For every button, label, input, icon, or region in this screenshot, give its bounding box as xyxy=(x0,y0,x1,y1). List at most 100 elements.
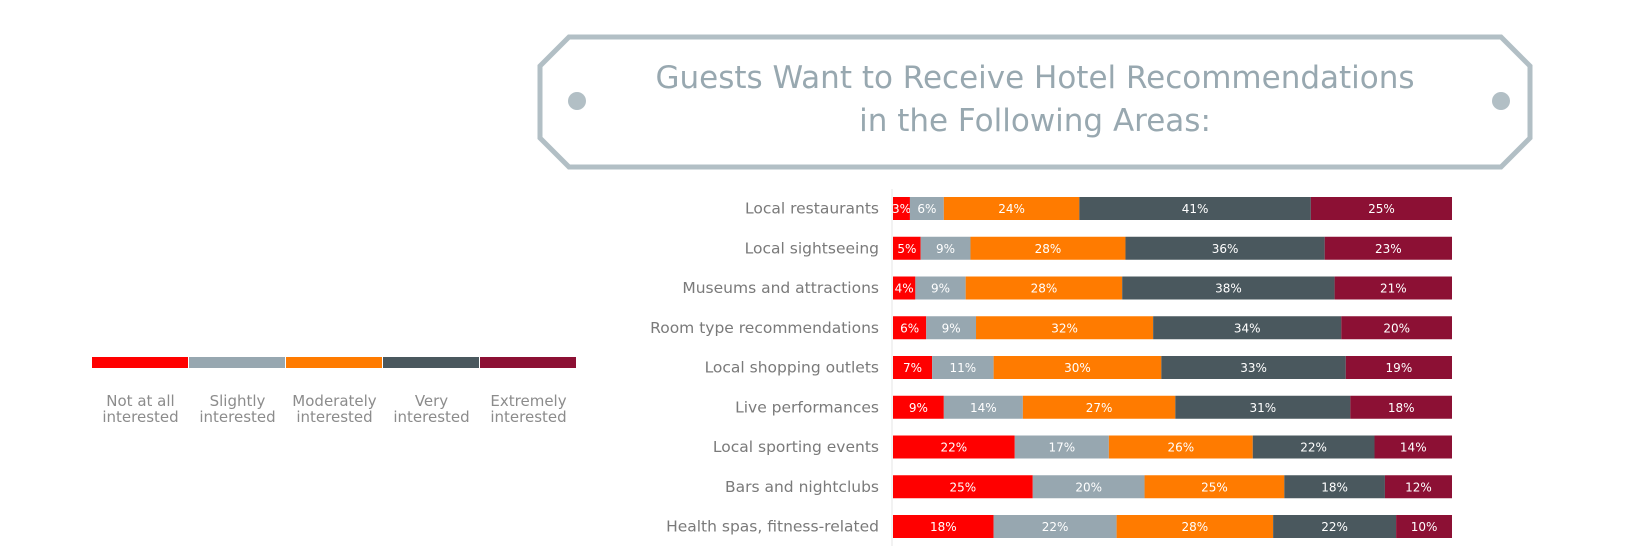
segment-value-label: 5% xyxy=(897,242,916,256)
category-label: Health spas, fitness-related xyxy=(666,518,879,536)
bar-segment xyxy=(1273,515,1397,538)
segment-value-label: 26% xyxy=(1167,441,1194,455)
segment-value-label: 25% xyxy=(950,480,977,494)
segment-value-label: 31% xyxy=(1250,401,1277,415)
bar-segment xyxy=(893,435,1015,459)
segment-value-label: 18% xyxy=(930,520,957,534)
legend-swatch xyxy=(480,357,576,368)
legend: Not at all interested Slightly interested … xyxy=(92,357,582,425)
bar-segment xyxy=(1252,435,1375,459)
segment-value-label: 7% xyxy=(903,361,922,375)
chart-title-line-2: in the Following Areas: xyxy=(859,103,1211,139)
title-frame xyxy=(537,34,1533,170)
segment-value-label: 11% xyxy=(950,361,977,375)
legend-item-slightly: Slightly interested xyxy=(189,357,286,425)
title-frame-right-dot xyxy=(1492,92,1510,110)
segment-value-label: 38% xyxy=(1215,282,1242,296)
category-label: Local restaurants xyxy=(745,200,879,218)
bar-segment xyxy=(1014,435,1109,459)
bar-segment xyxy=(1022,395,1176,419)
segment-value-label: 32% xyxy=(1051,321,1078,335)
segment-value-label: 20% xyxy=(1075,480,1102,494)
segment-value-label: 18% xyxy=(1388,401,1415,415)
bar-segment xyxy=(943,395,1023,419)
category-label: Live performances xyxy=(735,398,879,416)
segment-value-label: 25% xyxy=(1368,202,1395,216)
segment-value-label: 28% xyxy=(1182,520,1209,534)
segment-value-label: 9% xyxy=(942,321,961,335)
bar-segment xyxy=(893,515,994,538)
legend-label: Not at all interested xyxy=(102,392,179,426)
category-label: Local shopping outlets xyxy=(705,359,879,377)
bar-segment xyxy=(893,356,933,379)
legend-label: Moderately interested xyxy=(292,392,377,426)
segment-value-label: 24% xyxy=(998,202,1025,216)
legend-item-very: Very interested xyxy=(383,357,480,425)
bar-segment xyxy=(893,395,944,419)
bar-segment xyxy=(976,316,1154,340)
segment-value-label: 21% xyxy=(1380,282,1407,296)
bar-segment xyxy=(1161,356,1346,379)
legend-label: Very interested xyxy=(393,392,470,426)
segment-value-label: 19% xyxy=(1386,361,1413,375)
bar-segment xyxy=(893,475,1033,499)
bar-segment xyxy=(1079,197,1311,220)
bar-segment xyxy=(1175,395,1351,419)
bar-segment xyxy=(1153,316,1342,340)
bar-segment xyxy=(1032,475,1145,499)
segment-value-label: 22% xyxy=(1321,520,1348,534)
legend-label: Extremely interested xyxy=(490,392,567,426)
bar-segment xyxy=(893,316,927,340)
category-label: Local sightseeing xyxy=(745,239,879,257)
segment-value-label: 3% xyxy=(892,202,911,216)
category-label: Local sporting events xyxy=(713,438,879,456)
segment-value-label: 23% xyxy=(1375,242,1402,256)
segment-value-label: 6% xyxy=(917,202,936,216)
legend-swatch xyxy=(189,357,285,368)
bar-segment xyxy=(943,197,1080,220)
bar-segment xyxy=(1122,276,1335,300)
segment-value-label: 28% xyxy=(1035,242,1062,256)
legend-swatch xyxy=(383,357,479,368)
segment-value-label: 28% xyxy=(1031,282,1058,296)
bar-segment xyxy=(1144,475,1285,499)
segment-value-label: 4% xyxy=(895,282,914,296)
bar-segment xyxy=(893,276,916,300)
legend-item-not-at-all: Not at all interested xyxy=(92,357,189,425)
bar-segment xyxy=(1341,316,1452,340)
bar-segment xyxy=(1284,475,1385,499)
legend-item-moderately: Moderately interested xyxy=(286,357,383,425)
segment-value-label: 33% xyxy=(1240,361,1267,375)
segment-value-label: 17% xyxy=(1048,441,1075,455)
bar-segment xyxy=(1324,236,1452,260)
segment-value-label: 22% xyxy=(1042,520,1069,534)
segment-value-label: 41% xyxy=(1182,202,1209,216)
segment-value-label: 25% xyxy=(1201,480,1228,494)
segment-value-label: 36% xyxy=(1212,242,1239,256)
legend-label: Slightly interested xyxy=(199,392,276,426)
legend-swatch xyxy=(286,357,382,368)
bar-segment xyxy=(915,276,966,300)
bar-segment xyxy=(1350,395,1452,419)
segment-value-label: 9% xyxy=(909,401,928,415)
bar-segment xyxy=(1116,515,1274,538)
bar-segment xyxy=(965,276,1123,300)
segment-value-label: 6% xyxy=(900,321,919,335)
segment-value-label: 20% xyxy=(1383,321,1410,335)
segment-value-label: 12% xyxy=(1405,480,1432,494)
segment-value-label: 22% xyxy=(1300,441,1327,455)
segment-value-label: 10% xyxy=(1411,520,1438,534)
segment-value-label: 34% xyxy=(1234,321,1261,335)
bar-segment xyxy=(909,197,944,220)
segment-value-label: 18% xyxy=(1321,480,1348,494)
bar-segment xyxy=(993,515,1117,538)
bar-segment xyxy=(1396,515,1452,538)
bar-segment xyxy=(1334,276,1452,300)
bar-segment xyxy=(932,356,994,379)
segment-value-label: 14% xyxy=(1400,441,1427,455)
segment-value-label: 9% xyxy=(931,282,950,296)
category-label: Bars and nightclubs xyxy=(725,478,879,496)
bar-segment xyxy=(926,316,977,340)
chart-title-line-1: Guests Want to Receive Hotel Recommendat… xyxy=(655,60,1415,96)
